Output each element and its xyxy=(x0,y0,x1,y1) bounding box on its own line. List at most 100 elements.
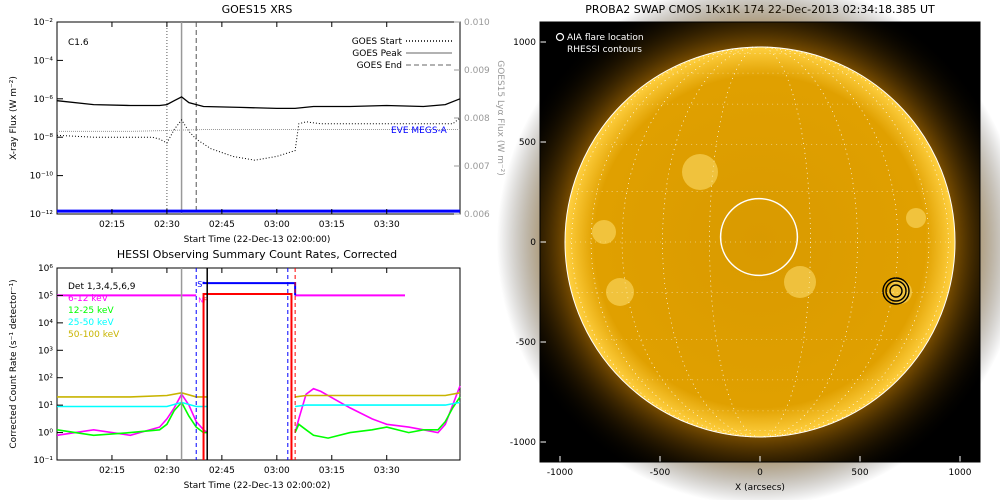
goes-plot-area: 02:15 02:30 02:45 03:00 03:15 03:30 10⁻¹² 10⁻¹⁰… xyxy=(30,18,490,230)
hessi-x-tick-label: 02:30 xyxy=(154,466,180,476)
swap-x-tick-label: 500 xyxy=(851,468,868,478)
swap-panel: PROBA2 SWAP CMOS 1Kx1K 174 22-Dec-2013 0… xyxy=(496,0,1000,500)
hessi-y-tick-label: 10⁴ xyxy=(38,319,53,329)
swap-x-tick-label: 0 xyxy=(757,468,763,478)
sun-active-region xyxy=(682,154,718,190)
goes-x-tick-label: 03:30 xyxy=(374,220,400,230)
goes-y-tick-label: 10⁻⁶ xyxy=(33,95,53,105)
hessi-series-3-line xyxy=(294,392,461,398)
swap-y-tick-label: 1000 xyxy=(513,38,536,48)
hessi-legend-label: 25-50 keV xyxy=(68,318,114,328)
goes-series-1-line xyxy=(56,117,461,161)
hessi-y-tick-label: 10⁰ xyxy=(38,429,53,439)
goes-panel: GOES15 XRS 02:15 02:30 02:45 03:00 03:15 03:3… xyxy=(9,3,505,245)
swap-x-tick-label: 1000 xyxy=(949,468,972,478)
rhessi-contour xyxy=(885,280,907,302)
swap-x-tick-label: -500 xyxy=(650,468,671,478)
sun-longitude-line xyxy=(662,46,858,438)
hessi-legend: Det 1,3,4,5,6,9 6-12 keV 12-25 keV 25-50 ke… xyxy=(68,282,136,340)
hessi-x-axis-label: Start Time (22-Dec-13 02:00:02) xyxy=(184,481,331,491)
aia-flare-location-circle xyxy=(719,197,799,277)
swap-x-axis-label: X (arcsecs) xyxy=(735,483,785,493)
swap-legend-label: RHESSI contours xyxy=(567,45,642,55)
goes-series-2-line xyxy=(57,129,460,132)
goes-y-right-tick-label: 0.007 xyxy=(464,162,490,172)
goes-y-right-tick-label: 0.008 xyxy=(464,114,490,124)
hessi-y-tick-label: 10⁻¹ xyxy=(33,456,53,466)
swap-frame xyxy=(539,21,981,463)
goes-legend-label: GOES Start xyxy=(352,37,403,47)
hessi-y-tick-label: 10⁵ xyxy=(38,291,53,301)
rhessi-contour xyxy=(882,277,910,305)
goes-y-right-axis-label: GOES15 Lyα Flux (W m⁻²) xyxy=(495,60,505,176)
hessi-series-1-line xyxy=(294,396,461,439)
hessi-series-2-line xyxy=(57,401,208,408)
goes-x-tick-label: 03:15 xyxy=(319,220,345,230)
goes-series-0-line xyxy=(56,96,461,110)
goes-title: GOES15 XRS xyxy=(222,3,293,16)
swap-legend-swatch xyxy=(555,44,565,54)
goes-y-tick-label: 10⁻⁴ xyxy=(33,56,53,66)
goes-y-tick-label: 10⁻¹² xyxy=(30,210,54,220)
swap-legend-label: AIA flare location xyxy=(567,33,644,43)
hessi-x-tick-label: 03:15 xyxy=(319,466,345,476)
hessi-series-0-line xyxy=(294,385,461,434)
hessi-legend-label: Det 1,3,4,5,6,9 xyxy=(68,282,136,292)
hessi-y-axis-label: Corrected Count Rate (s⁻¹ detector⁻¹) xyxy=(9,279,19,448)
hessi-legend-label: 50-100 keV xyxy=(68,330,120,340)
hessi-flag-letter-n: N xyxy=(198,296,203,304)
goes-eve-label: EVE MEGS-A xyxy=(391,126,448,136)
swap-legend: AIA flare location RHESSI contours xyxy=(555,32,644,55)
goes-y-axis-label: X-ray Flux (W m⁻²) xyxy=(9,76,19,160)
hessi-y-tick-label: 10² xyxy=(38,374,53,384)
goes-x-axis-label: Start Time (22-Dec-13 02:00:00) xyxy=(184,235,331,245)
hessi-title: HESSI Observing Summary Count Rates, Cor… xyxy=(117,248,397,261)
hessi-series-3-line xyxy=(57,391,208,398)
hessi-y-tick-label: 10³ xyxy=(38,346,53,356)
hessi-legend-label: 6-12 keV xyxy=(68,294,109,304)
goes-y-right-tick-label: 0.009 xyxy=(464,66,490,76)
hessi-plot-frame xyxy=(56,267,461,461)
goes-y-right-tick-label: 0.006 xyxy=(464,210,490,220)
sun-active-region xyxy=(592,220,616,244)
swap-y-tick-label: -500 xyxy=(516,338,537,348)
rhessi-contour xyxy=(889,284,903,298)
hessi-plot-area: SN F 02:15 02:30 02:45 03:00 03:15 03:30 10⁻¹ 10⁰… xyxy=(33,264,461,476)
sun-longitude-line xyxy=(709,46,811,438)
hessi-panel: HESSI Observing Summary Count Rates, Cor… xyxy=(9,248,461,491)
hessi-y-tick-label: 10¹ xyxy=(38,401,53,411)
goes-x-tick-label: 02:45 xyxy=(209,220,235,230)
hessi-x-tick-label: 03:30 xyxy=(374,466,400,476)
sun-active-region xyxy=(784,266,816,298)
goes-y-right-tick-label: 0.010 xyxy=(464,18,490,28)
hessi-flag-letter-s: S xyxy=(197,280,202,289)
sun-active-region xyxy=(606,278,634,306)
hessi-x-tick-label: 02:45 xyxy=(209,466,235,476)
hessi-x-tick-label: 03:00 xyxy=(264,466,290,476)
sun-longitude-line xyxy=(571,46,949,438)
goes-y-tick-label: 10⁻⁸ xyxy=(33,133,53,143)
goes-legend: GOES Start GOES Peak GOES End xyxy=(352,37,452,71)
swap-y-tick-label: 0 xyxy=(530,238,536,248)
goes-class-label: C1.6 xyxy=(68,38,89,48)
swap-y-tick-label: 500 xyxy=(519,138,536,148)
goes-legend-label: GOES End xyxy=(357,61,402,71)
hessi-legend-label: 12-25 keV xyxy=(68,306,114,316)
goes-legend-label: GOES Peak xyxy=(352,49,402,59)
sun-active-region xyxy=(906,208,926,228)
goes-x-tick-label: 02:30 xyxy=(154,220,180,230)
hessi-series-0-line xyxy=(56,392,208,437)
hessi-x-tick-label: 02:15 xyxy=(99,466,125,476)
hessi-series-2-line xyxy=(294,401,461,408)
swap-y-tick-label: -1000 xyxy=(510,438,536,448)
goes-x-tick-label: 02:15 xyxy=(99,220,125,230)
hessi-flag-red-bar xyxy=(202,293,293,460)
goes-x-tick-label: 03:00 xyxy=(264,220,290,230)
hessi-flag-letter-f: F xyxy=(203,296,207,304)
swap-x-tick-label: -1000 xyxy=(547,468,573,478)
swap-image-area: -1000 -1000 -500 -500 0 0 500 500 1000 1000 xyxy=(496,0,1000,500)
hessi-series-1-line xyxy=(56,401,208,437)
goes-y-tick-label: 10⁻² xyxy=(33,18,53,28)
swap-legend-swatch xyxy=(555,32,565,42)
